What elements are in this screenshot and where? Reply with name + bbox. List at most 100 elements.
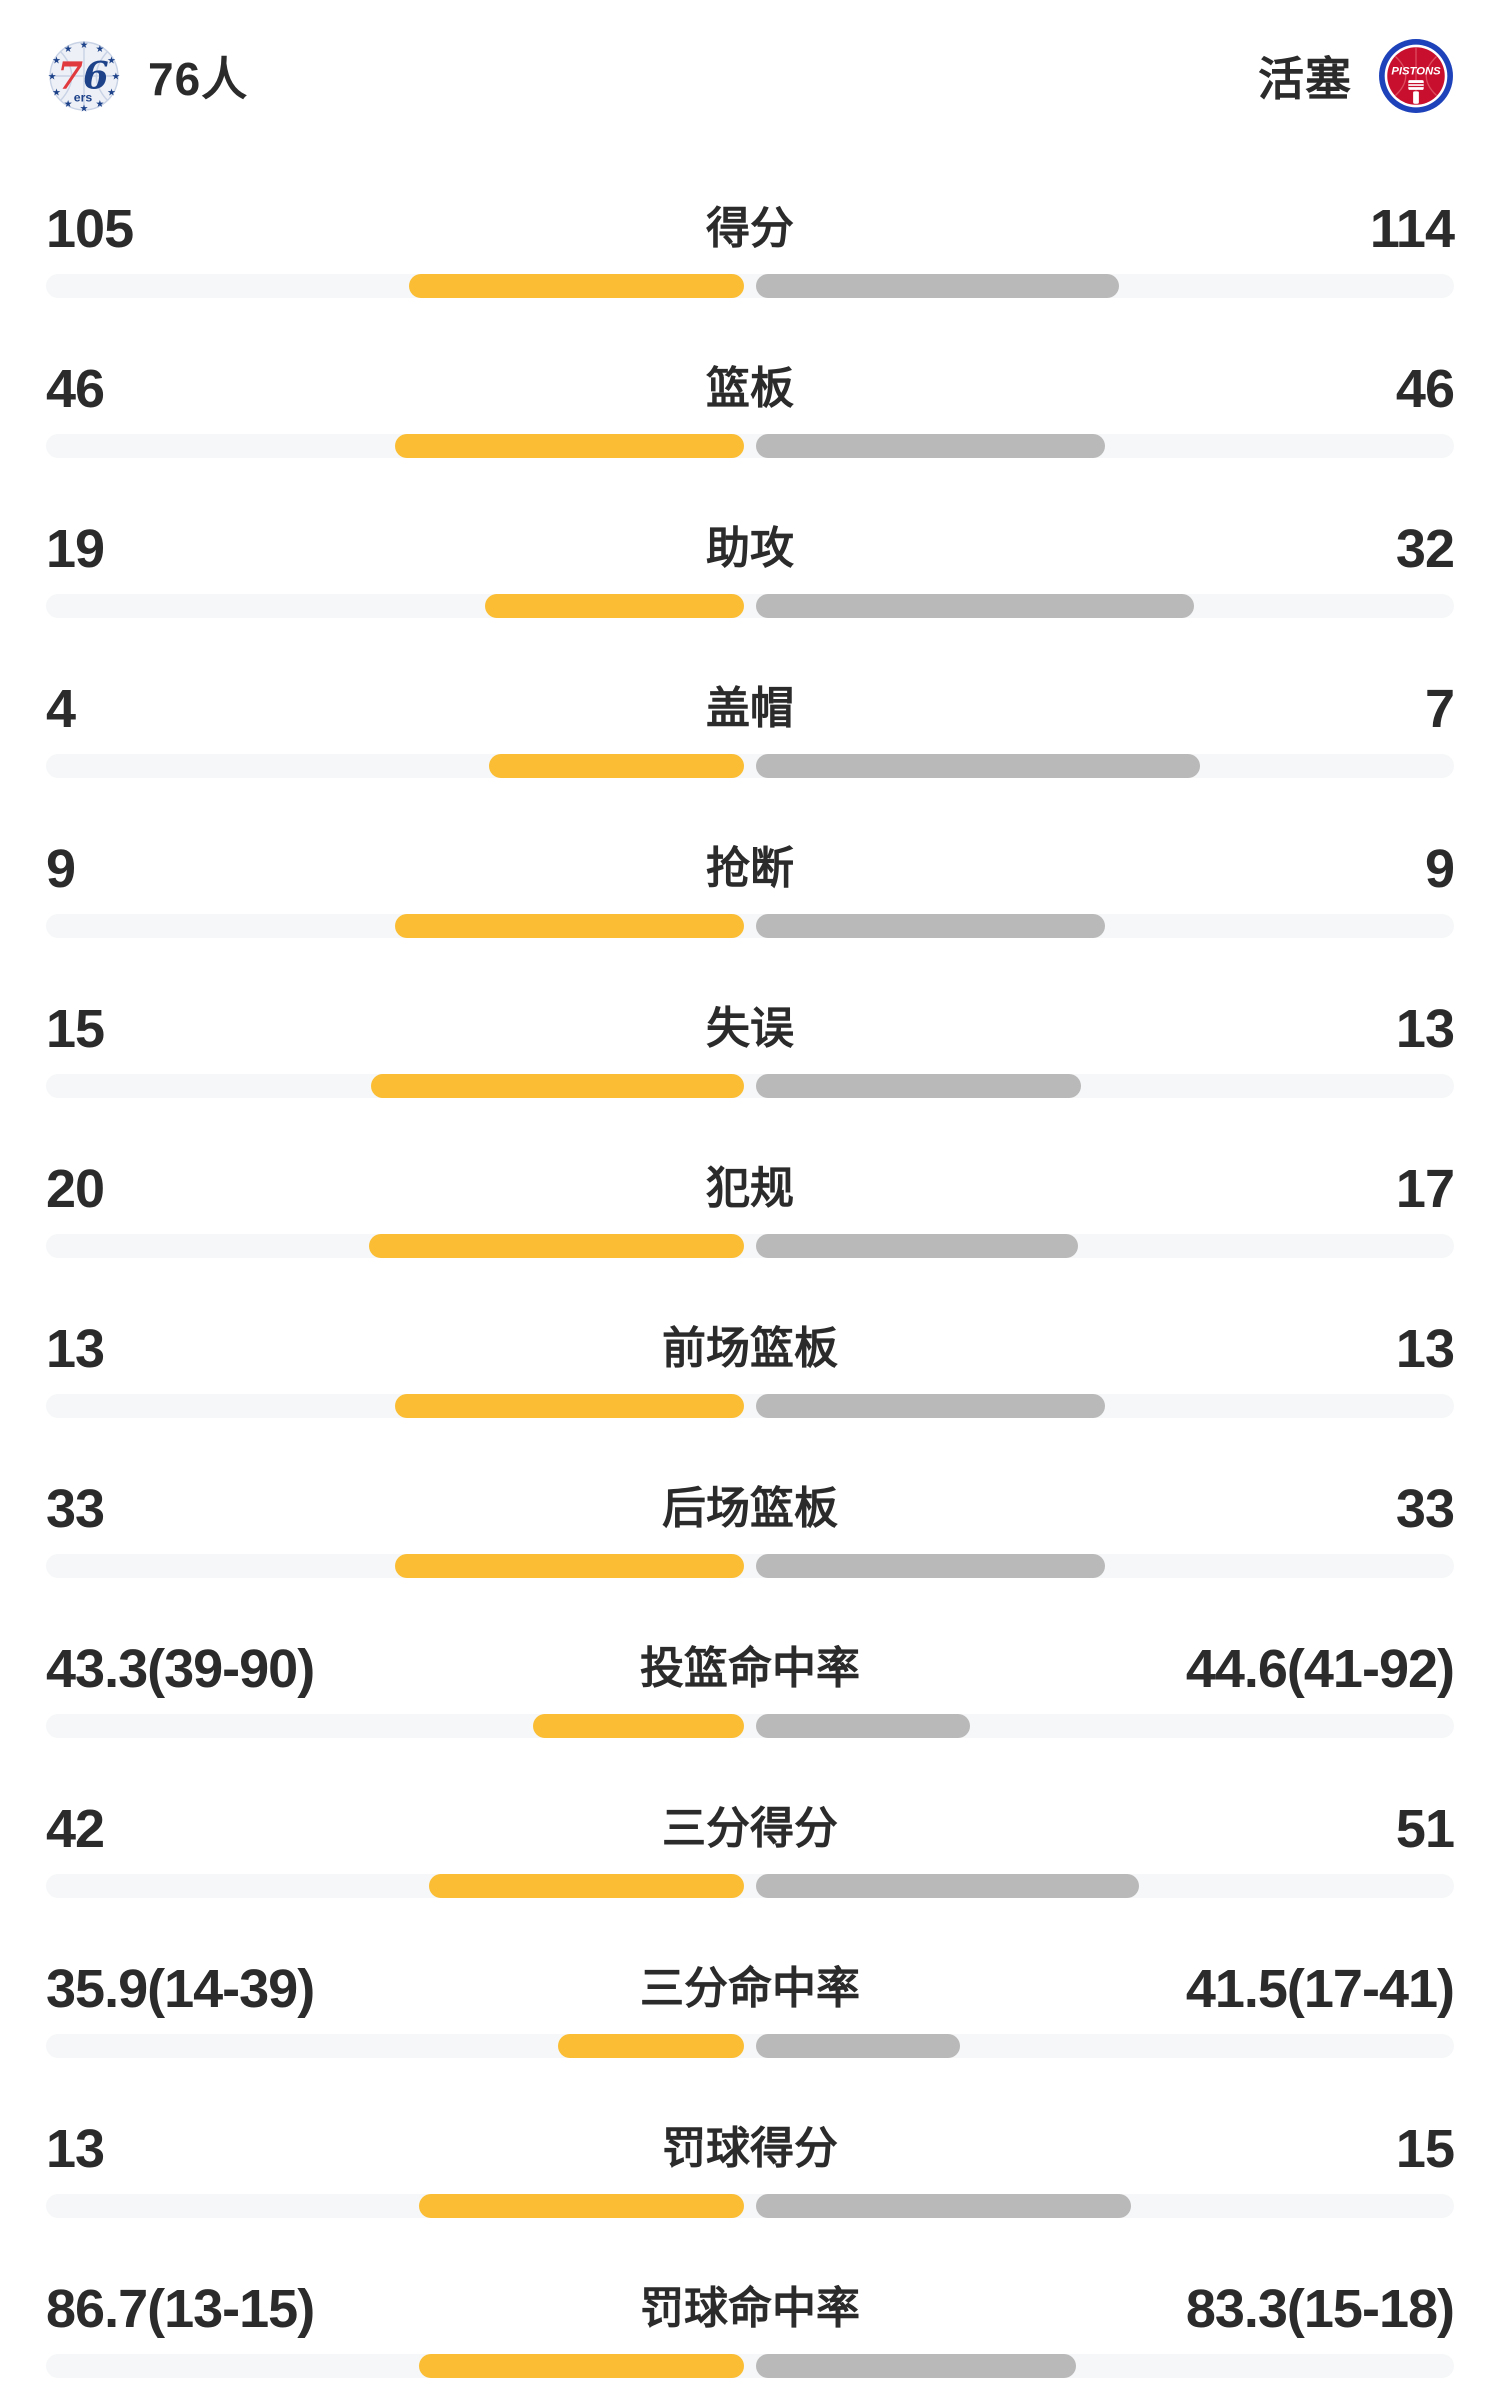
- stat-row: 105 得分 114: [46, 146, 1455, 306]
- header: ★ ★ ★ ★ ★ ★ ★ ★ ★ ★ ★ ★ 76 ers 76人 活塞: [46, 0, 1454, 146]
- away-bar: [756, 754, 1200, 778]
- stat-label: 投篮命中率: [640, 1644, 860, 1693]
- away-bar: [756, 594, 1194, 618]
- away-bar: [756, 2034, 961, 2058]
- away-team: 活塞 PISTONS: [1258, 38, 1454, 114]
- away-bar: [756, 1554, 1106, 1578]
- away-bar: [756, 434, 1106, 458]
- home-value: 13: [46, 1319, 105, 1379]
- stat-bar-track: [46, 1874, 1454, 1898]
- stat-bar-track: [46, 274, 1454, 298]
- away-value: 83.3(15-18): [1185, 2279, 1455, 2339]
- svg-text:★: ★: [107, 88, 116, 99]
- stat-row: 42 三分得分 51: [46, 1746, 1455, 1906]
- stat-bar-track: [46, 594, 1454, 618]
- stat-label: 犯规: [706, 1164, 794, 1213]
- stat-bar-track: [46, 2354, 1454, 2378]
- home-team-name: 76人: [148, 53, 249, 105]
- away-bar: [756, 2194, 1131, 2218]
- stat-row: 13 前场篮板 13: [46, 1266, 1455, 1426]
- home-value: 4: [46, 679, 76, 739]
- away-bar: [756, 1874, 1139, 1898]
- home-bar: [394, 434, 744, 458]
- home-bar: [370, 1074, 744, 1098]
- svg-text:★: ★: [80, 103, 89, 114]
- home-value: 13: [46, 2119, 105, 2179]
- stat-label: 篮板: [706, 364, 794, 413]
- stat-label: 三分得分: [662, 1804, 838, 1853]
- stat-label: 三分命中率: [640, 1964, 860, 2013]
- sixers-logo-icon: ★ ★ ★ ★ ★ ★ ★ ★ ★ ★ ★ ★ 76 ers: [46, 38, 122, 114]
- stat-label: 罚球命中率: [640, 2284, 860, 2333]
- away-value: 7: [1424, 679, 1455, 739]
- away-value: 13: [1395, 1319, 1455, 1379]
- stat-row: 20 犯规 17: [46, 1106, 1455, 1266]
- svg-text:★: ★: [111, 72, 120, 83]
- home-bar: [369, 1234, 744, 1258]
- stat-row: 13 罚球得分 15: [46, 2066, 1455, 2226]
- stat-row: 43.3(39-90) 投篮命中率 44.6(41-92): [46, 1586, 1455, 1746]
- stat-row: 19 助攻 32: [46, 466, 1455, 626]
- home-value: 33: [46, 1479, 105, 1539]
- stat-bar-track: [46, 434, 1454, 458]
- home-value: 105: [46, 199, 134, 259]
- stat-row: 15 失误 13: [46, 946, 1455, 1106]
- svg-text:★: ★: [52, 56, 61, 67]
- home-bar: [484, 594, 744, 618]
- stat-row: 4 盖帽 7: [46, 626, 1455, 786]
- home-value: 20: [46, 1159, 105, 1219]
- stat-row: 35.9(14-39) 三分命中率 41.5(17-41): [46, 1906, 1455, 2066]
- home-value: 15: [46, 999, 105, 1059]
- home-bar: [428, 1874, 744, 1898]
- away-value: 41.5(17-41): [1185, 1959, 1455, 2019]
- svg-text:★: ★: [64, 44, 73, 55]
- home-value: 19: [46, 519, 105, 579]
- home-value: 46: [46, 359, 105, 419]
- stat-label: 失误: [706, 1004, 794, 1053]
- stat-label: 前场篮板: [662, 1324, 838, 1373]
- stat-row: 9 抢断 9: [46, 786, 1455, 946]
- home-bar: [418, 2194, 744, 2218]
- away-bar: [756, 914, 1106, 938]
- stat-bar-track: [46, 1554, 1454, 1578]
- stat-label: 盖帽: [706, 684, 794, 733]
- home-value: 42: [46, 1799, 105, 1859]
- away-value: 46: [1395, 359, 1455, 419]
- home-value: 35.9(14-39): [46, 1959, 315, 2019]
- away-bar: [756, 1394, 1106, 1418]
- svg-text:★: ★: [96, 44, 105, 55]
- stat-label: 罚球得分: [662, 2124, 838, 2173]
- stat-bar-track: [46, 2034, 1454, 2058]
- home-bar: [394, 1554, 744, 1578]
- away-value: 9: [1424, 839, 1455, 899]
- home-bar: [558, 2034, 744, 2058]
- svg-text:★: ★: [52, 88, 61, 99]
- away-value: 15: [1395, 2119, 1455, 2179]
- away-value: 44.6(41-92): [1185, 1639, 1455, 1699]
- svg-text:76: 76: [57, 53, 108, 97]
- away-bar: [756, 1074, 1082, 1098]
- stat-label: 助攻: [706, 524, 794, 573]
- stat-label: 得分: [706, 204, 794, 253]
- home-bar: [418, 2354, 744, 2378]
- svg-text:PISTONS: PISTONS: [1391, 65, 1441, 77]
- away-value: 17: [1395, 1159, 1455, 1219]
- stat-label: 抢断: [706, 844, 794, 893]
- away-value: 114: [1369, 199, 1455, 259]
- away-value: 13: [1395, 999, 1455, 1059]
- stat-bar-track: [46, 1234, 1454, 1258]
- pistons-logo-icon: PISTONS: [1378, 38, 1454, 114]
- stat-bar-track: [46, 1394, 1454, 1418]
- away-bar: [756, 274, 1120, 298]
- svg-text:★: ★: [107, 56, 116, 67]
- svg-text:★: ★: [48, 72, 57, 83]
- stat-row: 46 篮板 46: [46, 306, 1455, 466]
- away-value: 33: [1395, 1479, 1455, 1539]
- away-team-name: 活塞: [1258, 53, 1352, 105]
- stats-list: 105 得分 114 46 篮板 46 19 助攻 32: [46, 146, 1455, 2386]
- away-value: 51: [1395, 1799, 1455, 1859]
- stat-row: 33 后场篮板 33: [46, 1426, 1455, 1586]
- stat-bar-track: [46, 1714, 1454, 1738]
- home-bar: [408, 274, 744, 298]
